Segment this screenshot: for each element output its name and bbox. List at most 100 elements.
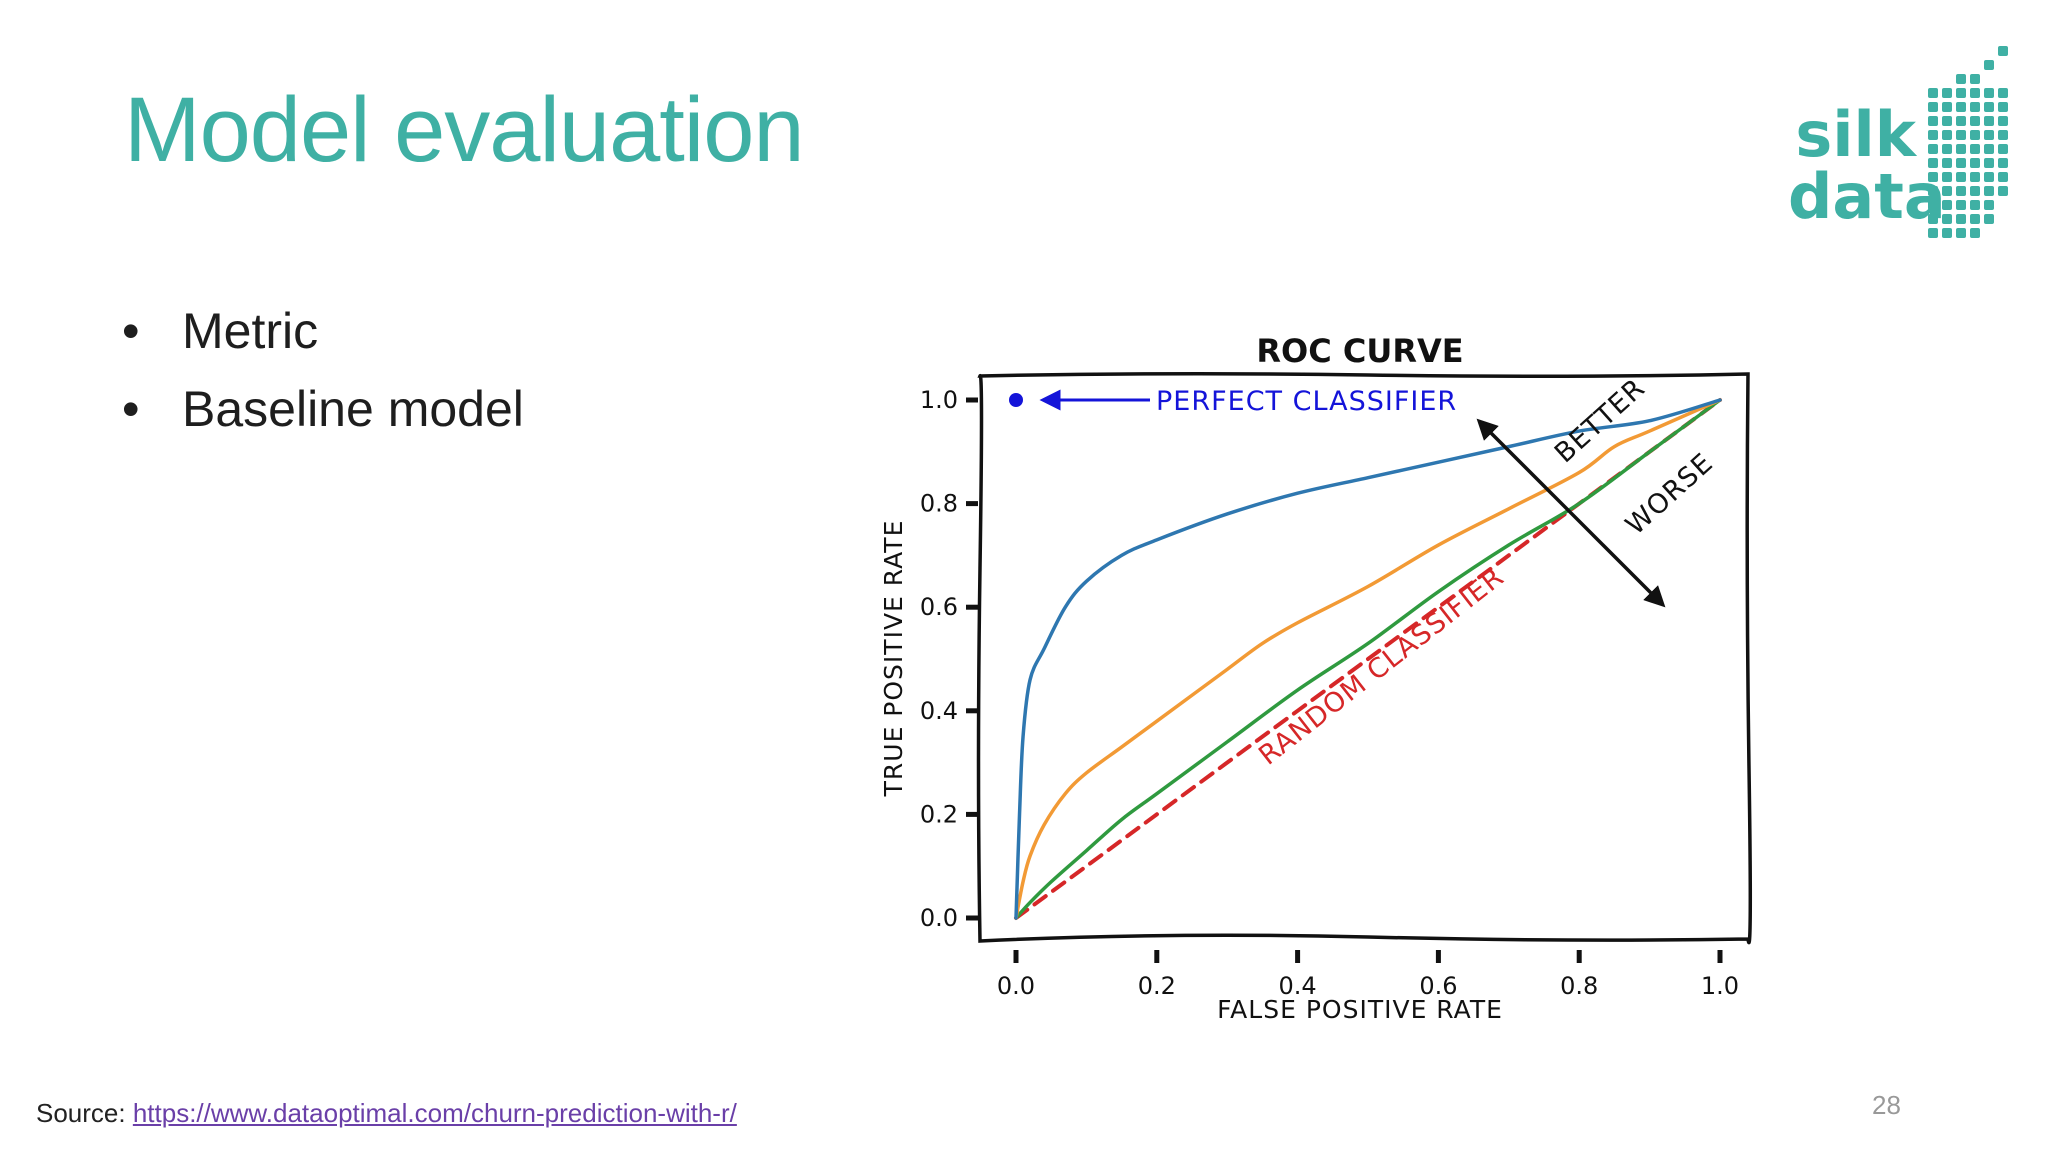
logo-dot — [1984, 116, 1994, 126]
logo-dot — [1998, 172, 2008, 182]
logo-dot — [1928, 228, 1938, 238]
x-tick-label: 0.2 — [1138, 972, 1176, 1000]
logo-dot — [1942, 158, 1952, 168]
chart-title: ROC CURVE — [1256, 332, 1463, 370]
logo-dot — [1984, 158, 1994, 168]
logo-dot — [1970, 158, 1980, 168]
logo-dot — [1998, 130, 2008, 140]
logo-dot — [1928, 116, 1938, 126]
logo-dot — [1942, 116, 1952, 126]
plot-frame — [976, 371, 1753, 945]
logo-dot — [1970, 74, 1980, 84]
x-axis-ticks: 0.0 0.2 0.4 0.6 0.8 1.0 — [997, 950, 1739, 1000]
logo-dot — [1998, 186, 2008, 196]
bullet-item: • Baseline model — [120, 370, 524, 448]
x-tick-label: 0.4 — [1279, 972, 1317, 1000]
bullet-dot: • — [122, 381, 140, 437]
logo-dot — [1928, 102, 1938, 112]
y-tick-label: 0.0 — [920, 904, 958, 932]
silk-data-logo: silk data — [1788, 44, 2018, 240]
logo-dot — [1928, 88, 1938, 98]
perfect-classifier-point — [1009, 393, 1023, 407]
logo-dot — [1956, 116, 1966, 126]
logo-dot — [1998, 158, 2008, 168]
y-tick-label: 0.4 — [920, 697, 958, 725]
logo-dot — [1970, 130, 1980, 140]
bullet-text: Baseline model — [182, 381, 524, 437]
logo-dot — [1970, 144, 1980, 154]
logo-dot — [1998, 144, 2008, 154]
logo-dot — [1970, 228, 1980, 238]
x-tick-label: 0.0 — [997, 972, 1035, 1000]
y-tick-label: 0.6 — [920, 593, 958, 621]
logo-dot — [1984, 88, 1994, 98]
logo-dot — [1956, 172, 1966, 182]
y-axis-label: TRUE POSITIVE RATE — [879, 520, 908, 798]
annotation-better: BETTER — [1549, 373, 1651, 470]
x-tick-label: 0.6 — [1419, 972, 1457, 1000]
source-link[interactable]: https://www.dataoptimal.com/churn-predic… — [132, 1098, 737, 1128]
logo-dot — [1942, 88, 1952, 98]
x-tick-label: 0.8 — [1560, 972, 1598, 1000]
better-worse-arrow — [1476, 418, 1666, 608]
bullet-list: • Metric • Baseline model — [120, 292, 524, 448]
logo-dot — [1942, 102, 1952, 112]
logo-dot — [1984, 172, 1994, 182]
y-axis-ticks: 0.0 0.2 0.4 0.6 0.8 1.0 — [920, 386, 978, 932]
logo-dot — [1942, 228, 1952, 238]
x-tick-label: 1.0 — [1701, 972, 1739, 1000]
logo-line-2: data — [1788, 160, 1946, 233]
logo-dot — [1942, 214, 1952, 224]
y-tick-label: 0.8 — [920, 490, 958, 518]
logo-dot — [1998, 46, 2008, 56]
logo-dot — [1956, 144, 1966, 154]
roc-chart: ROC CURVE 0.0 0.2 0.4 0.6 0.8 1.0 0.00.20.40.… — [879, 332, 1753, 1024]
logo-dot — [1970, 102, 1980, 112]
logo-dot — [1970, 88, 1980, 98]
logo-dot — [1970, 214, 1980, 224]
logo-dot — [1970, 186, 1980, 196]
logo-dot — [1956, 102, 1966, 112]
logo-dot — [1942, 130, 1952, 140]
logo-dot — [1956, 186, 1966, 196]
logo-dot — [1928, 200, 1938, 210]
logo-dot — [1928, 144, 1938, 154]
logo-dot — [1956, 228, 1966, 238]
slide-title: Model evaluation — [124, 79, 805, 181]
logo-dot — [1998, 102, 2008, 112]
logo-dot — [1970, 172, 1980, 182]
logo-dot — [1928, 186, 1938, 196]
logo-dot — [1998, 116, 2008, 126]
logo-dot — [1956, 200, 1966, 210]
y-tick-label: 1.0 — [920, 386, 958, 414]
y-tick-label: 0.2 — [920, 800, 958, 828]
logo-dot — [1984, 102, 1994, 112]
logo-dot — [1956, 214, 1966, 224]
page-number: 28 — [1872, 1090, 1901, 1120]
annotation-random-classifier: RANDOM CLASSIFIER — [1253, 561, 1510, 771]
logo-dot — [1984, 214, 1994, 224]
logo-dot — [1984, 144, 1994, 154]
point-layer — [1009, 393, 1023, 407]
x-axis-label: FALSE POSITIVE RATE — [1217, 995, 1503, 1024]
logo-wordmark: silk data — [1788, 44, 1946, 233]
logo-dot — [1956, 158, 1966, 168]
source-label: Source: — [36, 1098, 126, 1128]
logo-dot — [1956, 130, 1966, 140]
source-note: Source: https://www.dataoptimal.com/chur… — [36, 1098, 737, 1129]
logo-dot — [1942, 186, 1952, 196]
logo-dot — [1984, 186, 1994, 196]
logo-dot — [1928, 214, 1938, 224]
logo-dot — [1942, 144, 1952, 154]
logo-dot — [1928, 172, 1938, 182]
logo-dot — [1998, 88, 2008, 98]
annotation-perfect-classifier: PERFECT CLASSIFIER — [1156, 386, 1457, 417]
logo-dot — [1970, 200, 1980, 210]
bullet-text: Metric — [182, 303, 319, 359]
logo-line-1: silk — [1795, 98, 1916, 171]
logo-dot-grid-icon — [1928, 46, 2008, 238]
logo-dot — [1928, 158, 1938, 168]
logo-dot — [1970, 116, 1980, 126]
logo-dot — [1984, 130, 1994, 140]
logo-dot — [1942, 172, 1952, 182]
